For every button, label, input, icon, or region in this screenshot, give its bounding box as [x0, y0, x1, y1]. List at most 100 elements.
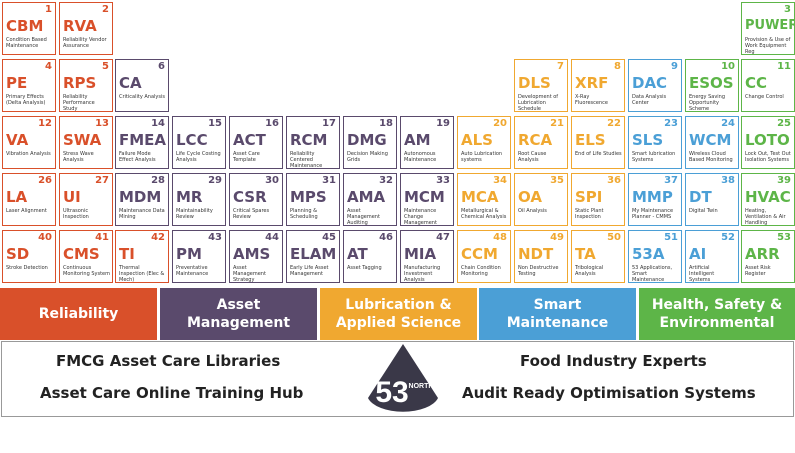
- element-description: Energy Saving Opportunity Scheme: [689, 94, 726, 112]
- element-ams: 44 AMS Asset Management Strategy: [229, 230, 283, 283]
- element-description: X-Ray Fluorescence: [575, 94, 608, 106]
- element-va: 12 VA Vibration Analysis: [2, 116, 56, 169]
- element-number: 11: [777, 61, 791, 72]
- element-symbol: SD: [6, 245, 30, 263]
- element-mps: 31 MPS Planning & Scheduling: [286, 173, 340, 226]
- element-la: 26 LA Laser Alignment: [2, 173, 56, 226]
- element-puwer: 3 PUWER Provision & Use of Work Equipment …: [741, 2, 795, 55]
- element-number: 45: [322, 232, 336, 243]
- element-mia: 47 MIA Manufacturing Investment Analysis: [400, 230, 454, 283]
- element-description: Continuous Monitoring System: [63, 265, 110, 277]
- element-mdm: 28 MDM Maintenance Data Mining: [115, 173, 169, 226]
- element-description: Asset Management Auditing: [347, 208, 380, 226]
- category-reliability: Reliability: [0, 288, 157, 340]
- element-number: 46: [379, 232, 393, 243]
- element-xrf: 8 XRF X-Ray Fluorescence: [571, 59, 625, 112]
- element-number: 10: [721, 61, 735, 72]
- element-ai: 52 AI Artificial Intelligent Systems: [685, 230, 739, 283]
- element-description: Asset Tagging: [347, 265, 382, 271]
- element-sd: 40 SD Stroke Detection: [2, 230, 56, 283]
- element-number: 49: [550, 232, 564, 243]
- element-symbol: MIA: [404, 245, 437, 263]
- element-mr: 29 MR Maintainability Review: [172, 173, 226, 226]
- element-loto: 25 LOTO Lock Out, Test Out Isolation Syste…: [741, 116, 795, 169]
- element-rps: 5 RPS Reliability Performance Study: [59, 59, 113, 112]
- element-symbol: ALS: [461, 131, 493, 149]
- element-description: Manufacturing Investment Analysis: [404, 265, 441, 283]
- element-description: Development of Lubrication Schedule: [518, 94, 559, 112]
- element-number: 15: [208, 118, 222, 129]
- category-smart-maintenance: Smart Maintenance: [479, 288, 636, 340]
- element-els: 22 ELS End of Life Studies: [571, 116, 625, 169]
- element-number: 38: [721, 175, 735, 186]
- element-dt: 38 DT Digital Twin: [685, 173, 739, 226]
- element-symbol: MMP: [632, 188, 673, 206]
- element-number: 33: [436, 175, 450, 186]
- element-symbol: PE: [6, 74, 28, 92]
- category-hse: Health, Safety & Environmental: [639, 288, 795, 340]
- element-number: 21: [550, 118, 564, 129]
- footer-banner: FMCG Asset Care Libraries Asset Care Onl…: [1, 341, 794, 417]
- element-number: 37: [664, 175, 678, 186]
- element-number: 13: [95, 118, 109, 129]
- element-symbol: CMS: [63, 245, 100, 263]
- element-description: Thermal Inspection (Elec & Mech): [119, 265, 165, 283]
- element-symbol: MCA: [461, 188, 499, 206]
- element-number: 30: [265, 175, 279, 186]
- element-description: Ultrasonic Inspection: [63, 208, 89, 220]
- element-symbol: SWA: [63, 131, 102, 149]
- element-description: Static Plant Inspection: [575, 208, 604, 220]
- periodic-table-grid: 1 CBM Condition Based Maintenance 2 RVA Relia…: [2, 2, 795, 283]
- element-description: My Maintenance Planner - CMMS: [632, 208, 674, 220]
- element-cms: 41 CMS Continuous Monitoring System: [59, 230, 113, 283]
- element-description: Provision & Use of Work Equipment Reg: [745, 37, 791, 55]
- element-number: 42: [151, 232, 165, 243]
- element-symbol: AMS: [233, 245, 271, 263]
- element-description: Decision Making Grids: [347, 151, 388, 163]
- logo-word: NORTH: [409, 383, 434, 390]
- element-description: Stress Wave Analysis: [63, 151, 94, 163]
- element-at: 46 AT Asset Tagging: [343, 230, 397, 283]
- element-number: 24: [721, 118, 735, 129]
- element-number: 35: [550, 175, 564, 186]
- banner-left-top: FMCG Asset Care Libraries: [56, 352, 281, 370]
- element-description: Tribological Analysis: [575, 265, 604, 277]
- element-number: 1: [45, 4, 52, 15]
- element-symbol: HVAC: [745, 188, 791, 206]
- element-lcc: 15 LCC Life Cycle Costing Analysis: [172, 116, 226, 169]
- element-number: 22: [607, 118, 621, 129]
- element-description: Asset Risk Register: [745, 265, 771, 277]
- element-number: 48: [493, 232, 507, 243]
- element-symbol: AM: [404, 131, 431, 149]
- element-symbol: AMA: [347, 188, 386, 206]
- element-symbol: CCM: [461, 245, 498, 263]
- element-am: 19 AM Autonomous Maintenance: [400, 116, 454, 169]
- element-symbol: DT: [689, 188, 712, 206]
- element-symbol: VA: [6, 131, 29, 149]
- element-description: Heating, Ventilation & Air Handling: [745, 208, 786, 226]
- element-sls: 23 SLS Smart lubrication Systems: [628, 116, 682, 169]
- element-number: 23: [664, 118, 678, 129]
- element-description: Stroke Detection: [6, 265, 48, 271]
- element-description: 53 Applications, Smart Maintenance Cente…: [632, 265, 673, 283]
- element-description: Root Cause Analysis: [518, 151, 547, 163]
- element-symbol: MPS: [290, 188, 327, 206]
- element-ccm: 48 CCM Chain Condition Monitoring: [457, 230, 511, 283]
- element-description: Reliability Centered Maintenance: [290, 151, 323, 169]
- element-number: 32: [379, 175, 393, 186]
- element-symbol: PM: [176, 245, 202, 263]
- element-symbol: CA: [119, 74, 142, 92]
- element-description: Vibration Analysis: [6, 151, 51, 157]
- banner-right-bottom: Audit Ready Optimisation Systems: [462, 384, 756, 402]
- element-csr: 30 CSR Critical Spares Review: [229, 173, 283, 226]
- element-mcm: 33 MCM Maintenance Change Management: [400, 173, 454, 226]
- element-description: Asset Care Template: [233, 151, 260, 163]
- element-mca: 34 MCA Metallurgical & Chemical Analysis: [457, 173, 511, 226]
- element-esos: 10 ESOS Energy Saving Opportunity Scheme: [685, 59, 739, 112]
- element-description: Primary Effects (Delta Analysis): [6, 94, 46, 106]
- element-53a: 51 53A 53 Applications, Smart Maintenance …: [628, 230, 682, 283]
- element-rva: 2 RVA Reliability Vendor Assurance: [59, 2, 113, 55]
- element-symbol: RCA: [518, 131, 553, 149]
- element-symbol: DLS: [518, 74, 551, 92]
- element-number: 16: [265, 118, 279, 129]
